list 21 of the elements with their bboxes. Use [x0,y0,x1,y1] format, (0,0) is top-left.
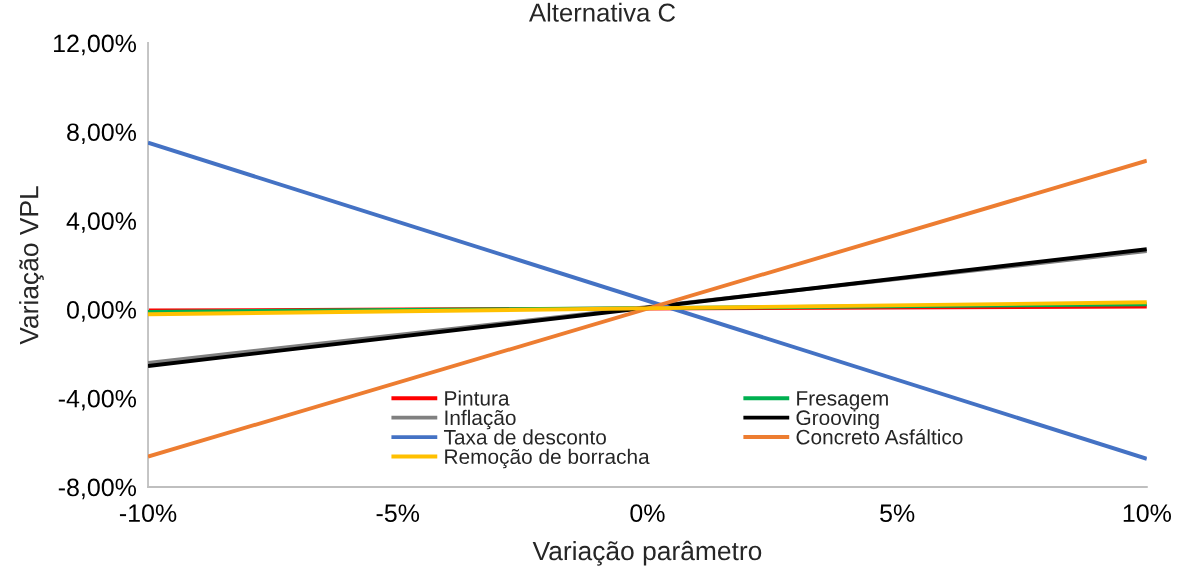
legend-label: Taxa de desconto [443,429,606,445]
x-tick-label: -10% [119,504,177,523]
y-axis-title: Variação VPL [19,186,44,345]
legend-label: Grooving [796,409,879,430]
chart-title: Alternativa C [529,2,676,22]
y-tick-label: 0,00% [67,301,137,322]
x-tick-label: 0% [630,504,665,523]
x-axis-title: Variação parâmetro [532,540,762,566]
x-tick-label: 10% [1123,504,1171,523]
y-tick-label: 8,00% [67,123,137,145]
y-tick-label: 12,00% [54,34,137,56]
legend-label: Inflação [445,409,516,430]
x-tick-label: -5% [376,504,420,523]
legend-label: Concreto Asfáltico [796,428,963,445]
y-tick-label: -4,00% [58,389,137,411]
x-tick-label: 5% [880,504,915,523]
legend-label: Pintura [445,390,510,406]
legend-label: Remoção de borracha [445,448,650,469]
y-tick-label: -8,00% [58,478,137,500]
y-tick-label: 4,00% [66,212,137,233]
legend-label: Fresagem [797,391,888,410]
